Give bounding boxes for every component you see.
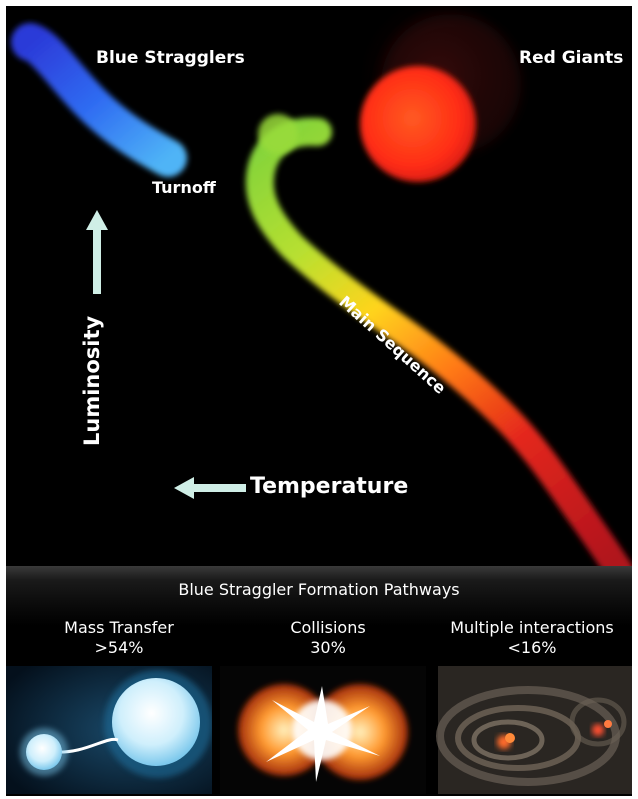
luminosity-arrow [86, 210, 108, 294]
stellar-collision-image [220, 666, 426, 794]
formation-pathways-panel: Blue Straggler Formation Pathways Mass T… [6, 566, 632, 796]
binary-mass-transfer-image [6, 666, 212, 794]
luminosity-axis-label: Luminosity [80, 315, 104, 446]
blue-stragglers-label: Blue Stragglers [96, 48, 245, 68]
hr-diagram-figure: Blue Stragglers Red Giants Turnoff Main … [6, 6, 632, 796]
red-giants-label: Red Giants [519, 48, 624, 68]
pathways-title: Blue Straggler Formation Pathways [178, 580, 460, 599]
pathway-name: Mass Transfer [64, 618, 174, 637]
temperature-arrow [174, 477, 246, 499]
pathway-share: 30% [310, 638, 346, 657]
pathway-multiple-interactions: Multiple interactions <16% [432, 618, 632, 658]
pathway-share: <16% [507, 638, 557, 657]
multiple-interactions-image [436, 666, 632, 794]
blue-straggler-branch [11, 23, 187, 177]
pathway-name: Multiple interactions [450, 618, 614, 637]
pathway-collisions: Collisions 30% [222, 618, 434, 658]
red-giants-blob [360, 6, 521, 182]
hr-diagram-graphic [11, 6, 632, 566]
main-sequence-branch [245, 117, 632, 566]
temperature-axis-label: Temperature [250, 474, 409, 499]
turnoff-label: Turnoff [152, 178, 216, 197]
pathway-share: >54% [94, 638, 144, 657]
pathway-mass-transfer: Mass Transfer >54% [16, 618, 222, 658]
pathway-name: Collisions [290, 618, 366, 637]
